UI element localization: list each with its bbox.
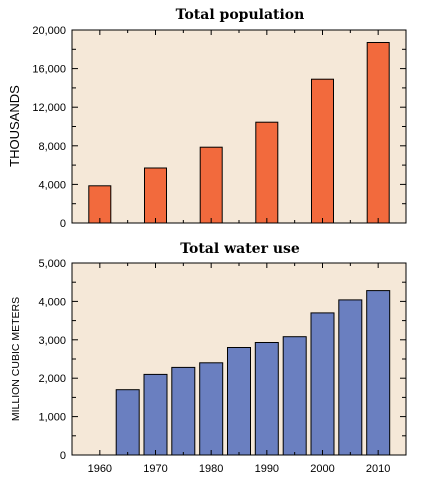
population-y-tick-label: 8,000 — [38, 141, 66, 153]
water-use-chart: Total water use 0 1,000 2,000 3,000 4,000 5,0… — [10, 241, 407, 475]
population-y-ticks: 0 4,000 8,000 12,000 16,000 20,000 — [32, 25, 406, 230]
water-use-bar-1985 — [227, 347, 251, 456]
population-bar-1990 — [255, 121, 279, 224]
water-use-y-tick-label: 1,000 — [38, 412, 66, 424]
water-use-chart-title: Total water use — [180, 241, 300, 257]
water-use-bar-1990 — [254, 342, 279, 456]
water-use-bar-1970 — [143, 373, 168, 456]
water-use-bar-2010 — [366, 290, 391, 456]
water-use-x-tick-label: 1960 — [88, 463, 112, 475]
population-bar-2000 — [311, 78, 334, 224]
water-use-y-tick-label: 0 — [60, 450, 66, 462]
population-plot-area — [71, 29, 407, 224]
water-use-y-axis-label: MILLION CUBIC METERS — [10, 297, 22, 421]
water-use-bar-2000 — [310, 312, 335, 456]
water-use-y-ticks: 0 1,000 2,000 3,000 4,000 5,000 — [38, 258, 406, 462]
water-use-x-tick-label: 2000 — [310, 463, 334, 475]
population-y-tick-label: 12,000 — [32, 102, 66, 114]
population-y-axis-label: THOUSANDS — [7, 85, 22, 167]
population-bars — [88, 42, 390, 224]
water-use-bar-1975 — [171, 366, 196, 456]
population-chart-title: Total population — [176, 7, 305, 23]
water-use-bar-2005 — [338, 299, 363, 456]
water-use-bar-1995 — [282, 336, 307, 456]
water-use-bars — [115, 290, 391, 456]
population-bar-1980 — [199, 146, 223, 224]
population-y-tick-label: 20,000 — [32, 25, 66, 37]
population-bar-1960 — [88, 185, 112, 224]
population-bar-1970 — [144, 167, 167, 224]
population-y-tick-label: 16,000 — [32, 64, 66, 76]
population-bar-2010 — [366, 42, 390, 224]
water-use-y-tick-label: 4,000 — [38, 296, 66, 308]
water-use-y-tick-label: 3,000 — [38, 335, 66, 347]
population-y-tick-label: 4,000 — [38, 179, 66, 191]
water-use-x-tick-label: 2010 — [366, 463, 390, 475]
population-y-tick-label: 0 — [60, 218, 66, 230]
water-use-bar-1980 — [199, 362, 224, 456]
water-use-x-tick-label: 1980 — [199, 463, 223, 475]
water-use-y-tick-label: 2,000 — [38, 373, 66, 385]
water-use-y-tick-label: 5,000 — [38, 258, 66, 270]
population-x-ticks — [99, 30, 379, 223]
water-use-x-tick-label: 1970 — [143, 463, 167, 475]
water-use-bar-1965 — [115, 389, 140, 456]
water-use-x-ticks: 1960 1970 1980 1990 2000 2010 — [88, 263, 390, 475]
population-chart: Total population 0 4,000 8,000 12,000 16,000… — [7, 7, 407, 230]
water-use-x-tick-label: 1990 — [255, 463, 279, 475]
